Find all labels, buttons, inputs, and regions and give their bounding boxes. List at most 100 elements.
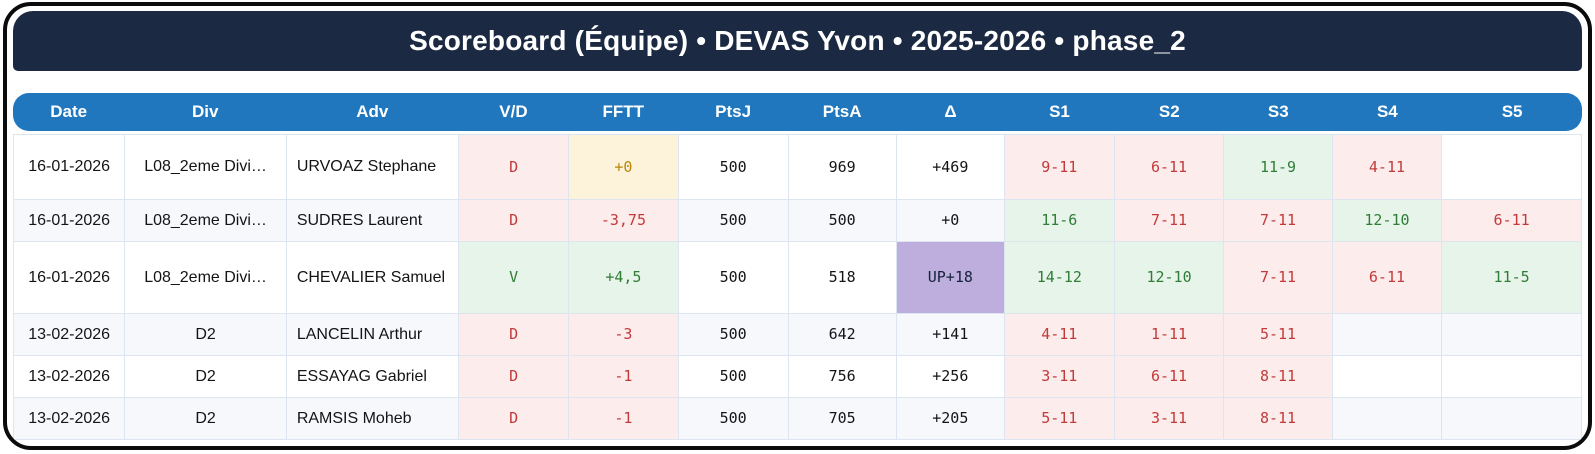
cell-adv: ESSAYAG Gabriel bbox=[286, 356, 460, 398]
cell-ptsj: 500 bbox=[678, 134, 789, 200]
cell-delta: +205 bbox=[896, 398, 1005, 440]
table-row: 13-02-2026 D2 LANCELIN Arthur D -3 500 642 +141… bbox=[14, 314, 1582, 356]
column-header-date: Date bbox=[50, 102, 88, 121]
column-header-s1: S1 bbox=[1049, 102, 1070, 121]
cell-vd: D bbox=[459, 398, 570, 440]
cell-date: 16-01-2026 bbox=[14, 242, 126, 314]
page-title: Scoreboard (Équipe) • DEVAS Yvon • 2025-… bbox=[409, 25, 1186, 56]
cell-fftt: -1 bbox=[569, 356, 679, 398]
column-header-s2: S2 bbox=[1158, 102, 1180, 121]
cell-date: 13-02-2026 bbox=[14, 314, 126, 356]
cell-div: D2 bbox=[125, 356, 287, 398]
cell-s5: 11-5 bbox=[1442, 242, 1582, 314]
cell-delta: +469 bbox=[896, 134, 1005, 200]
cell-date: 13-02-2026 bbox=[14, 398, 126, 440]
cell-ptsj: 500 bbox=[678, 356, 789, 398]
column-header-s4: S4 bbox=[1376, 102, 1398, 121]
table-row: 16-01-2026 L08_2eme Divi… URVOAZ Stephane D… bbox=[14, 134, 1582, 200]
cell-s2: 6-11 bbox=[1114, 134, 1225, 200]
cell-fftt: -3,75 bbox=[569, 200, 679, 242]
cell-vd: D bbox=[459, 200, 570, 242]
cell-ptsj: 500 bbox=[678, 242, 789, 314]
cell-ptsj: 500 bbox=[678, 314, 789, 356]
table-header-row: Date Div Adv V/D FFTT PtsJ PtsA Δ S1 S2 S3 S4 S5 bbox=[13, 93, 1582, 131]
cell-date: 13-02-2026 bbox=[14, 356, 126, 398]
cell-s4 bbox=[1332, 314, 1443, 356]
cell-date: 16-01-2026 bbox=[14, 200, 126, 242]
cell-ptsa: 705 bbox=[788, 398, 897, 440]
cell-adv: SUDRES Laurent bbox=[286, 200, 460, 242]
cell-s2: 6-11 bbox=[1114, 356, 1225, 398]
cell-fftt: -1 bbox=[569, 398, 679, 440]
cell-div: D2 bbox=[125, 398, 287, 440]
cell-s2: 12-10 bbox=[1114, 242, 1225, 314]
cell-s3: 8-11 bbox=[1224, 356, 1333, 398]
cell-vd: D bbox=[459, 314, 570, 356]
cell-s3: 5-11 bbox=[1224, 314, 1333, 356]
cell-ptsa: 756 bbox=[788, 356, 897, 398]
cell-delta: +0 bbox=[896, 200, 1005, 242]
column-header-ptsa: PtsA bbox=[822, 102, 862, 121]
cell-adv: CHEVALIER Samuel bbox=[286, 242, 460, 314]
cell-delta: +141 bbox=[896, 314, 1005, 356]
column-header-s3: S3 bbox=[1267, 102, 1289, 121]
cell-s1: 4-11 bbox=[1004, 314, 1115, 356]
column-header-ptsj: PtsJ bbox=[715, 102, 752, 121]
cell-s1: 9-11 bbox=[1004, 134, 1115, 200]
cell-ptsj: 500 bbox=[678, 398, 789, 440]
cell-s5: 6-11 bbox=[1442, 200, 1582, 242]
title-bar: Scoreboard (Équipe) • DEVAS Yvon • 2025-… bbox=[13, 11, 1582, 71]
cell-s1: 3-11 bbox=[1004, 356, 1115, 398]
table-body: 16-01-2026 L08_2eme Divi… URVOAZ Stephane D… bbox=[13, 134, 1582, 440]
cell-s1: 5-11 bbox=[1004, 398, 1115, 440]
table-row: 16-01-2026 L08_2eme Divi… SUDRES Laurent D -… bbox=[14, 200, 1582, 242]
cell-date: 16-01-2026 bbox=[14, 134, 126, 200]
column-header-: Δ bbox=[944, 102, 957, 121]
cell-fftt: -3 bbox=[569, 314, 679, 356]
column-header-div: Div bbox=[191, 102, 219, 121]
cell-s5 bbox=[1442, 134, 1582, 200]
table-row: 13-02-2026 D2 RAMSIS Moheb D -1 500 705 +205 5-1… bbox=[14, 398, 1582, 440]
app-frame: Scoreboard (Équipe) • DEVAS Yvon • 2025-… bbox=[3, 2, 1592, 450]
cell-s4: 6-11 bbox=[1332, 242, 1443, 314]
cell-s3: 8-11 bbox=[1224, 398, 1333, 440]
cell-ptsa: 500 bbox=[788, 200, 897, 242]
column-header-vd: V/D bbox=[499, 102, 528, 121]
cell-s2: 3-11 bbox=[1114, 398, 1225, 440]
cell-ptsa: 642 bbox=[788, 314, 897, 356]
cell-s1: 14-12 bbox=[1004, 242, 1115, 314]
column-header-adv: Adv bbox=[356, 102, 389, 121]
cell-ptsj: 500 bbox=[678, 200, 789, 242]
cell-s5 bbox=[1442, 314, 1582, 356]
cell-adv: LANCELIN Arthur bbox=[286, 314, 460, 356]
cell-adv: URVOAZ Stephane bbox=[286, 134, 460, 200]
cell-delta: +256 bbox=[896, 356, 1005, 398]
cell-s5 bbox=[1442, 398, 1582, 440]
cell-ptsa: 969 bbox=[788, 134, 897, 200]
cell-vd: D bbox=[459, 134, 570, 200]
cell-fftt: +4,5 bbox=[569, 242, 679, 314]
cell-s4 bbox=[1332, 356, 1443, 398]
cell-adv: RAMSIS Moheb bbox=[286, 398, 460, 440]
cell-div: L08_2eme Divi… bbox=[125, 242, 287, 314]
cell-s5 bbox=[1442, 356, 1582, 398]
cell-s2: 7-11 bbox=[1114, 200, 1225, 242]
table-row: 13-02-2026 D2 ESSAYAG Gabriel D -1 500 756 +256… bbox=[14, 356, 1582, 398]
cell-s4: 12-10 bbox=[1332, 200, 1443, 242]
cell-div: L08_2eme Divi… bbox=[125, 200, 287, 242]
cell-div: L08_2eme Divi… bbox=[125, 134, 287, 200]
cell-s2: 1-11 bbox=[1114, 314, 1225, 356]
cell-s3: 11-9 bbox=[1224, 134, 1333, 200]
cell-s1: 11-6 bbox=[1004, 200, 1115, 242]
cell-s4 bbox=[1332, 398, 1443, 440]
cell-s4: 4-11 bbox=[1332, 134, 1443, 200]
table-row: 16-01-2026 L08_2eme Divi… CHEVALIER Samuel… bbox=[14, 242, 1582, 314]
cell-fftt: +0 bbox=[569, 134, 679, 200]
cell-vd: V bbox=[459, 242, 570, 314]
cell-s3: 7-11 bbox=[1224, 200, 1333, 242]
cell-vd: D bbox=[459, 356, 570, 398]
cell-div: D2 bbox=[125, 314, 287, 356]
cell-ptsa: 518 bbox=[788, 242, 897, 314]
cell-delta: UP+18 bbox=[896, 242, 1005, 314]
column-header-fftt: FFTT bbox=[602, 102, 645, 121]
